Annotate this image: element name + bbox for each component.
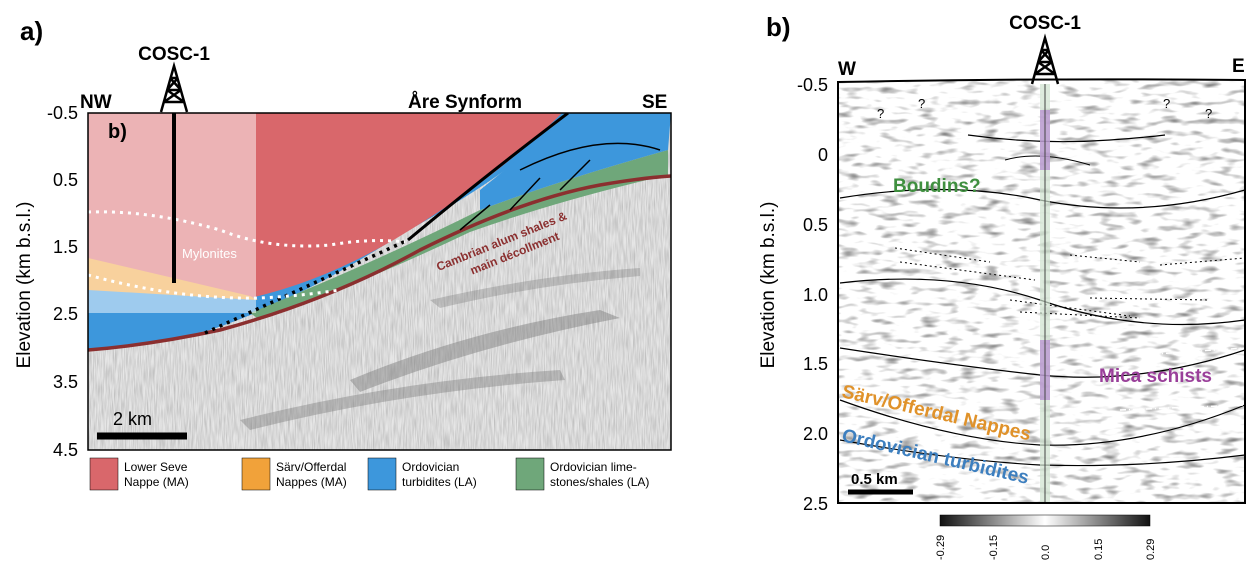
panel-b-y-axis: -0.5 0 0.5 1.0 1.5 2.0 2.5: [797, 75, 828, 514]
y-tick: 2.5: [803, 494, 828, 514]
boudins-label: Boudins?: [893, 176, 981, 197]
question-mark: ?: [1163, 96, 1170, 111]
legend-item: Ordovician turbidites (LA): [367, 457, 477, 491]
legend-item: Ordovician lime- stones/shales (LA): [515, 457, 649, 491]
panel-b-label: b): [766, 12, 791, 42]
colorbar-tick: 0.29: [1145, 539, 1157, 560]
y-tick: -0.5: [47, 103, 78, 123]
y-tick: 2.0: [803, 424, 828, 444]
svg-text:Lower Seve: Lower Seve: [124, 460, 188, 474]
well-name-b: COSC-1: [1009, 13, 1081, 34]
svg-text:Särv/Offerdal: Särv/Offerdal: [276, 460, 346, 474]
y-tick: 1.5: [803, 354, 828, 374]
mica-schists-label: Mica schists: [1099, 366, 1212, 387]
well-name-a: COSC-1: [138, 44, 210, 65]
drill-rig-icon: [1030, 33, 1060, 85]
question-mark: ?: [918, 96, 925, 111]
thrust-fault: [407, 113, 569, 242]
question-mark: ?: [877, 106, 884, 121]
svg-text:Ordovician: Ordovician: [402, 460, 459, 474]
panel-b: b) COSC-1: [758, 12, 1246, 560]
panel-b-seismic: [838, 79, 1245, 503]
panel-a-y-axis: -0.5 0.5 1.5 2.5 3.5 4.5: [47, 103, 78, 460]
drill-rig-icon: [159, 61, 189, 113]
direction-right-a: SE: [642, 92, 667, 113]
y-tick: 2.5: [53, 304, 78, 324]
panel-a-frame: [87, 112, 672, 451]
colorbar-tick: 0.0: [1040, 545, 1052, 560]
y-tick: 4.5: [53, 440, 78, 460]
y-tick: -0.5: [797, 75, 828, 95]
y-tick: 1.0: [803, 285, 828, 305]
svg-text:Nappe (MA): Nappe (MA): [124, 475, 189, 489]
panel-b-frame: [837, 78, 1246, 504]
direction-right-b: E: [1232, 56, 1245, 77]
inset-label: b): [108, 121, 127, 143]
decollement-line: [88, 174, 671, 352]
svg-text:Nappes (MA): Nappes (MA): [276, 475, 347, 489]
mylonites-label: Mylonites: [182, 246, 237, 261]
panel-a-label: a): [20, 16, 43, 46]
legend-item: Lower Seve Nappe (MA): [89, 457, 189, 491]
colorbar: -0.29 -0.15 0.0 0.15 0.29: [935, 514, 1157, 560]
svg-text:turbidites (LA): turbidites (LA): [402, 475, 477, 489]
y-tick: 3.5: [53, 372, 78, 392]
colorbar-tick: -0.15: [988, 535, 1000, 560]
panel-a-seismic: b) Mylonites Cambrian alum shales & main…: [88, 113, 671, 450]
legend-item: Särv/Offerdal Nappes (MA): [241, 457, 347, 491]
svg-text:Ordovician lime-: Ordovician lime-: [550, 460, 637, 474]
question-mark: ?: [1205, 106, 1212, 121]
scale-bar-a-label: 2 km: [113, 409, 152, 429]
y-tick: 1.5: [53, 237, 78, 257]
svg-text:stones/shales (LA): stones/shales (LA): [550, 475, 649, 489]
y-axis-label-a: Elevation (km b.s.l.): [14, 202, 35, 369]
direction-left-a: NW: [80, 92, 112, 113]
scale-bar-b-label: 0.5 km: [851, 471, 898, 488]
panel-a: a): [14, 16, 672, 491]
synform-label: Åre Synform: [408, 92, 522, 113]
y-tick: 0.5: [53, 170, 78, 190]
thrust-fault-projected: [204, 238, 409, 335]
y-axis-label-b: Elevation (km b.s.l.): [758, 202, 779, 369]
direction-left-b: W: [838, 59, 856, 80]
colorbar-tick: 0.15: [1093, 539, 1105, 560]
y-tick: 0: [818, 145, 828, 165]
colorbar-tick: -0.29: [935, 535, 947, 560]
y-tick: 0.5: [803, 215, 828, 235]
legend: Lower Seve Nappe (MA) Särv/Offerdal Napp…: [89, 457, 649, 491]
